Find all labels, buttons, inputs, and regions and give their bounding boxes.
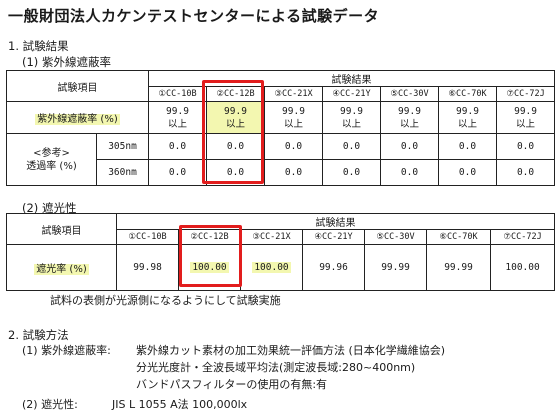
- transmittance-row-label: <参考> 透過率 (%): [6, 133, 97, 186]
- sample-header: ⑦CC-72J: [495, 86, 556, 102]
- light-shielding-label-text: 遮光率 (%): [34, 264, 89, 275]
- results-header: 試験結果: [147, 70, 556, 87]
- light-shielding-value: 99.99: [426, 244, 491, 291]
- transmittance-360-value: 0.0: [495, 159, 556, 186]
- sample-header: ③CC-21X: [264, 86, 323, 102]
- sample-header: ⑤CC-30V: [380, 86, 439, 102]
- transmittance-305-value: 0.0: [148, 133, 207, 160]
- uv-shielding-heading: (1) 紫外線遮蔽率: [22, 55, 111, 69]
- wavelength-305: 305nm: [96, 133, 149, 160]
- sample-header: ④CC-21Y: [322, 86, 381, 102]
- transmittance-360-value: 0.0: [206, 159, 265, 186]
- shielding-value: 99.9 以上: [438, 101, 497, 134]
- item-header: 試験項目: [6, 213, 117, 245]
- transmittance-305-value: 0.0: [322, 133, 381, 160]
- transmittance-305-value: 0.0: [495, 133, 556, 160]
- section-results-heading: 1. 試験結果: [8, 39, 69, 53]
- sample-header: ⑤CC-30V: [364, 229, 427, 245]
- sample-header: ④CC-21Y: [302, 229, 365, 245]
- light-shielding-value-highlighted: 100.00: [240, 244, 303, 291]
- shielding-value: 99.9 以上: [264, 101, 323, 134]
- method-uv-line2: 分光光度計・全波長域平均法(測定波長域:280~400nm): [136, 361, 416, 374]
- transmittance-305-value: 0.0: [380, 133, 439, 160]
- method-light-label: (2) 遮光性:: [22, 398, 78, 411]
- page-title: 一般財団法人カケンテストセンターによる試験データ: [8, 7, 380, 25]
- transmittance-360-value: 0.0: [148, 159, 207, 186]
- shielding-value: 99.9 以上: [322, 101, 381, 134]
- transmittance-360-value: 0.0: [264, 159, 323, 186]
- transmittance-360-value: 0.0: [438, 159, 497, 186]
- method-light-text: JIS L 1055 A法 100,000lx: [112, 398, 248, 411]
- results-header: 試験結果: [115, 213, 556, 230]
- method-uv-text: 紫外線カット素材の加工効果統一評価方法 (日本化学繊維協会): [136, 344, 446, 357]
- test-note: 試料の表側が光源側になるようにして試験実施: [50, 294, 281, 307]
- transmittance-360-value: 0.0: [322, 159, 381, 186]
- sample-header: ②CC-12B: [178, 229, 241, 245]
- section-methods-heading: 2. 試験方法: [8, 328, 69, 342]
- shielding-label-text: 紫外線遮蔽率 (%): [35, 114, 120, 125]
- sample-header: ①CC-10B: [116, 229, 179, 245]
- sample-header: ⑥CC-70K: [426, 229, 491, 245]
- sample-header: ⑦CC-72J: [489, 229, 556, 245]
- shielding-value-highlighted: 99.9 以上: [206, 101, 265, 134]
- transmittance-360-value: 0.0: [380, 159, 439, 186]
- item-header: 試験項目: [6, 70, 149, 102]
- shielding-value: 99.9 以上: [148, 101, 207, 134]
- transmittance-305-value: 0.0: [438, 133, 497, 160]
- light-shielding-table: 試験項目 試験結果 ①CC-10B ②CC-12B ③CC-21X ④CC-21…: [6, 213, 556, 291]
- method-uv-label: (1) 紫外線遮蔽率:: [22, 344, 111, 357]
- light-shielding-value: 99.96: [302, 244, 365, 291]
- sample-header: ①CC-10B: [148, 86, 207, 102]
- light-shielding-value: 99.98: [116, 244, 179, 291]
- light-shielding-value: 99.99: [364, 244, 427, 291]
- transmittance-305-value: 0.0: [206, 133, 265, 160]
- wavelength-360: 360nm: [96, 159, 149, 186]
- method-uv-line3: バンドパスフィルターの使用の有無:有: [136, 378, 328, 391]
- light-shielding-heading: (2) 遮光性: [22, 201, 77, 215]
- sample-header: ②CC-12B: [206, 86, 265, 102]
- shielding-row-label: 紫外線遮蔽率 (%): [6, 101, 149, 134]
- light-shielding-row-label: 遮光率 (%): [6, 244, 117, 291]
- shielding-value: 99.9 以上: [495, 101, 556, 134]
- uv-shielding-table: 試験項目 試験結果 ①CC-10B ②CC-12B ③CC-21X ④CC-21…: [6, 70, 556, 186]
- light-shielding-value-highlighted: 100.00: [178, 244, 241, 291]
- transmittance-305-value: 0.0: [264, 133, 323, 160]
- sample-header: ⑥CC-70K: [438, 86, 497, 102]
- shielding-value: 99.9 以上: [380, 101, 439, 134]
- light-shielding-value: 100.00: [489, 244, 556, 291]
- sample-header: ③CC-21X: [240, 229, 303, 245]
